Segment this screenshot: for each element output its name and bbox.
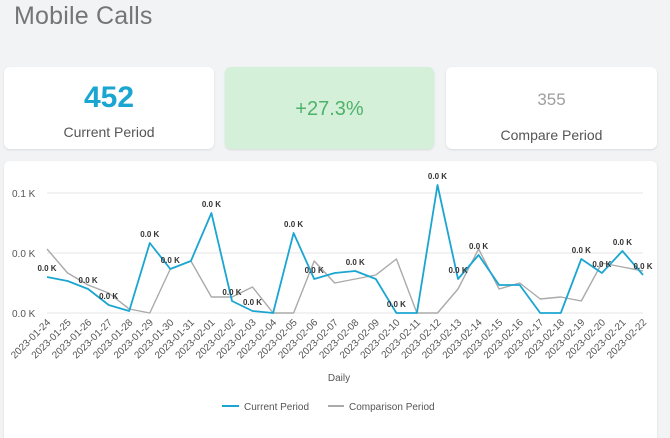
change-percent-value: +27.3% [295, 98, 364, 120]
compare-period-value: 355 [537, 90, 566, 109]
legend-comparison-label: Comparison Period [349, 402, 435, 413]
data-label: 0.0 K [592, 260, 611, 269]
compare-period-card: 355 Compare Period [446, 67, 657, 149]
comparison-period-line [46, 248, 644, 314]
y-tick-label: 0.0 K [12, 309, 36, 320]
data-label: 0.0 K [161, 256, 180, 265]
data-label: 0.0 K [140, 230, 159, 239]
data-label: 0.0 K [284, 220, 303, 229]
data-label: 0.0 K [243, 298, 262, 307]
data-label: 0.0 K [448, 266, 467, 275]
data-label: 0.0 K [387, 300, 406, 309]
data-label: 0.0 K [428, 172, 447, 181]
data-label: 0.0 K [37, 264, 56, 273]
legend-current-label: Current Period [244, 402, 309, 413]
data-label: 0.0 K [613, 238, 632, 247]
x-axis-title: Daily [328, 373, 350, 384]
chart-card: 0.0 K 0.0 K 0.1 K 2023-01-24 2023-01-25 2023-… [4, 161, 657, 438]
data-label: 0.0 K [572, 246, 591, 255]
data-label: 0.0 K [99, 292, 118, 301]
y-tick-label: 0.1 K [12, 189, 36, 200]
y-tick-label: 0.0 K [12, 249, 36, 260]
current-period-card: 452 Current Period [4, 67, 214, 149]
data-label: 0.0 K [79, 276, 98, 285]
compare-period-label: Compare Period [500, 127, 603, 143]
data-label: 0.0 K [305, 266, 324, 275]
data-label: 0.0 K [633, 262, 652, 271]
line-chart: 0.0 K0.0 K0.1 K2023-01-242023-01-252023-… [9, 172, 653, 413]
change-percent-card: +27.3% [225, 67, 434, 149]
current-period-line [46, 184, 644, 314]
current-period-label: Current Period [63, 124, 155, 140]
data-label: 0.0 K [222, 288, 241, 297]
current-period-value: 452 [83, 81, 135, 114]
data-label: 0.0 K [202, 200, 221, 209]
data-label: 0.0 K [346, 258, 365, 267]
data-label: 0.0 K [469, 242, 488, 251]
page-title: Mobile Calls [14, 2, 153, 30]
